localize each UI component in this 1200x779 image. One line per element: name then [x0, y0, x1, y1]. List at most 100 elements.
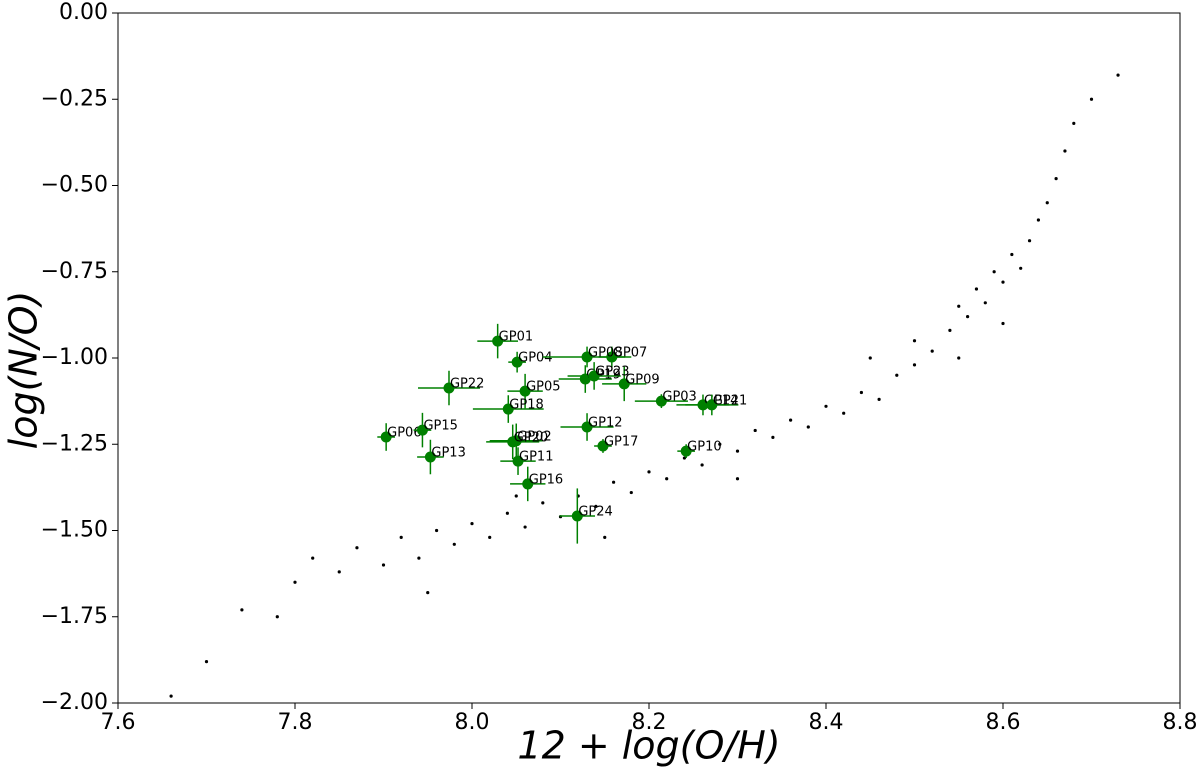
gp-point: [655, 395, 667, 407]
background-point: [877, 397, 881, 401]
background-point: [603, 535, 607, 540]
background-point: [541, 501, 545, 505]
gp-point: [588, 370, 600, 382]
gp-point: [502, 403, 514, 415]
background-point: [337, 570, 341, 574]
gp-point: [680, 445, 692, 457]
background-point: [381, 563, 386, 567]
gp-point: [507, 436, 519, 448]
background-point: [912, 339, 917, 343]
background-point: [293, 580, 297, 584]
background-point: [957, 304, 961, 308]
background-point: [612, 480, 616, 484]
background-point: [470, 522, 474, 526]
y-tick-label: −0.50: [41, 173, 108, 198]
background-point: [629, 490, 633, 495]
point-label: GP02: [517, 429, 551, 444]
background-point: [435, 528, 439, 533]
plot-frame: [117, 12, 1181, 704]
gp-point: [443, 382, 455, 394]
x-tick-label: 8.4: [809, 710, 844, 735]
y-tick-label: −1.75: [41, 604, 108, 629]
background-point: [1019, 266, 1023, 270]
background-point: [718, 442, 722, 446]
gp-point: [492, 335, 504, 347]
background-point: [311, 556, 315, 560]
x-tick-label: 8.0: [455, 710, 490, 735]
point-label: GP10: [687, 440, 721, 455]
point-label: GP13: [431, 446, 465, 461]
x-axis-label: 12 + log(O/H): [517, 724, 780, 768]
y-axis-label: log(N/O): [2, 291, 46, 450]
background-point: [1001, 321, 1005, 326]
background-point: [868, 356, 872, 360]
point-label: GP17: [604, 434, 638, 449]
background-point: [452, 542, 456, 546]
gp-point: [519, 385, 531, 397]
background-point: [1054, 177, 1058, 181]
gp-point: [380, 431, 392, 443]
background-point: [505, 511, 509, 515]
background-point: [957, 356, 961, 360]
y-tick-label: −1.50: [41, 518, 108, 543]
y-tick-label: −1.25: [41, 431, 108, 456]
x-tick-label: 7.8: [278, 710, 313, 735]
background-point: [735, 449, 740, 453]
background-point: [1116, 73, 1120, 77]
point-label: GP15: [423, 419, 457, 434]
background-point: [399, 535, 403, 540]
point-label: GP16: [529, 472, 563, 487]
background-point: [665, 477, 669, 481]
background-point: [735, 477, 740, 481]
background-point: [983, 301, 987, 305]
background-point: [842, 411, 846, 415]
y-tick-label: −2.00: [41, 690, 108, 715]
gp-point: [424, 451, 436, 463]
background-point: [824, 404, 828, 408]
point-label: GP09: [625, 372, 659, 387]
gp-point: [522, 478, 534, 490]
point-label: GP03: [662, 390, 696, 405]
background-point: [1027, 239, 1032, 243]
gp-point: [512, 455, 524, 467]
point-label: GP05: [526, 380, 560, 395]
point-label: GP21: [713, 393, 747, 408]
background-point: [417, 556, 421, 560]
x-tick-label: 8.2: [632, 710, 667, 735]
background-point: [204, 660, 209, 664]
background-point: [992, 270, 996, 274]
background-point: [647, 470, 651, 474]
point-label: GP18: [509, 398, 543, 413]
point-label: GP01: [499, 330, 533, 345]
point-label: GP06: [387, 426, 421, 441]
x-tick-label: 8.6: [986, 710, 1021, 735]
gp-point: [581, 351, 593, 363]
background-point: [1072, 121, 1076, 125]
gp-point: [416, 424, 428, 436]
gp-point: [511, 356, 523, 368]
background-point: [753, 428, 757, 433]
point-label: GP20: [514, 430, 548, 445]
point-label: GP08: [588, 345, 622, 360]
point-label: GP11: [519, 450, 553, 465]
background-point: [355, 546, 359, 550]
background-point: [948, 328, 952, 332]
background-point: [930, 349, 934, 353]
background-point: [1010, 252, 1014, 257]
background-point: [169, 694, 173, 698]
background-point: [789, 418, 793, 422]
y-tick-label: −0.75: [41, 259, 108, 284]
background-point: [275, 615, 279, 619]
background-point: [806, 425, 810, 429]
background-point: [1036, 218, 1040, 222]
background-point: [1001, 280, 1005, 284]
y-tick-label: −1.00: [41, 345, 108, 370]
gp-point: [571, 510, 583, 522]
background-point: [966, 315, 970, 319]
gp-point: [597, 440, 609, 452]
background-point: [859, 390, 864, 395]
point-label: GP23: [595, 364, 629, 379]
background-point: [682, 456, 687, 460]
background-point: [974, 287, 979, 291]
